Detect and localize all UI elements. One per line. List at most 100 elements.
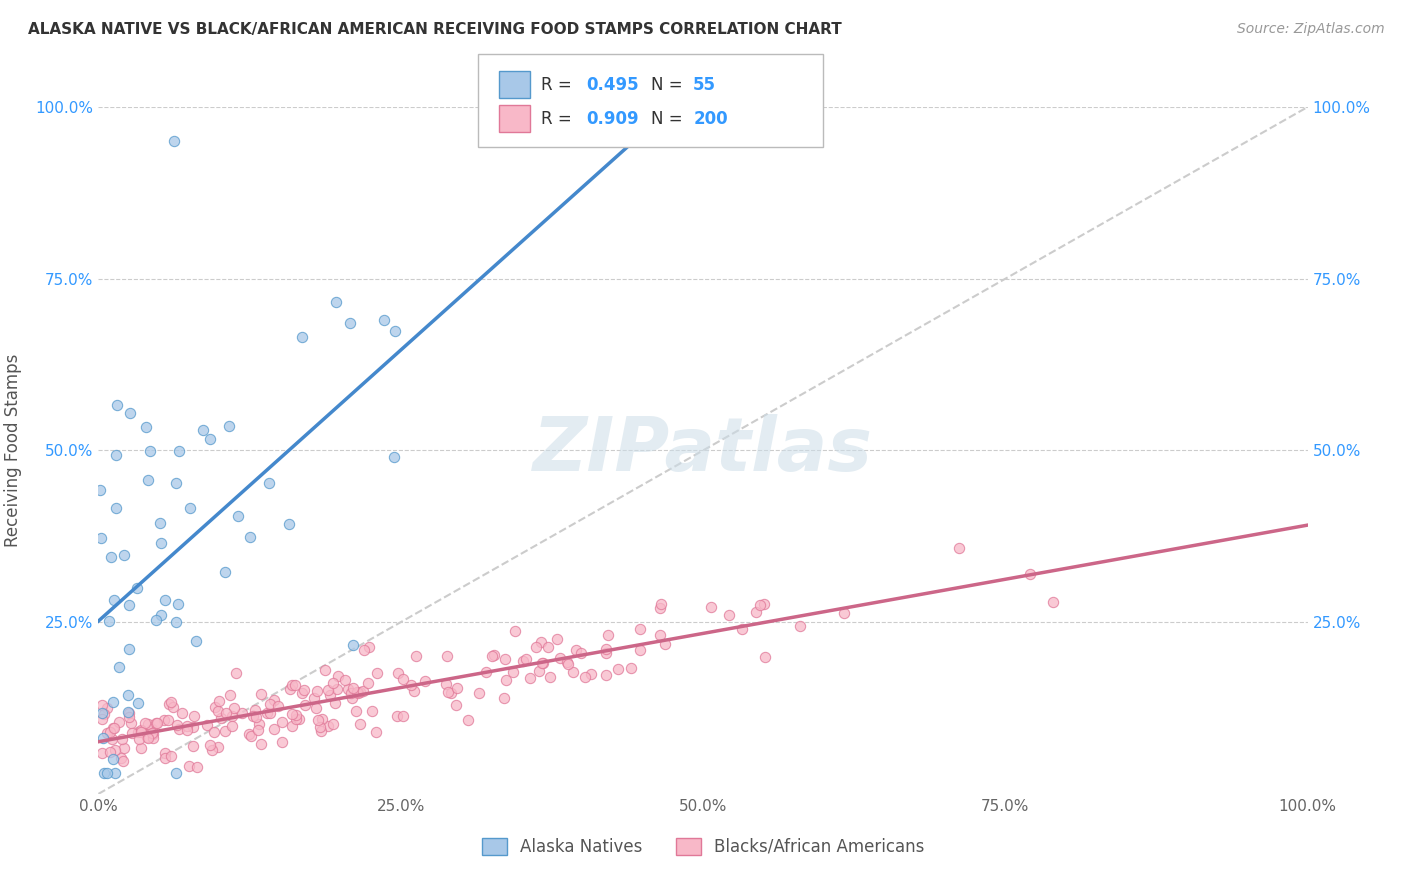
Point: [346, 685, 368, 699]
Point: [440, 686, 463, 700]
Point: [404, 684, 426, 698]
Point: [136, 473, 159, 487]
Point: [101, 695, 124, 709]
Point: [166, 597, 188, 611]
Point: [482, 648, 505, 663]
Point: [502, 665, 524, 679]
Point: [519, 671, 541, 685]
Point: [215, 706, 238, 721]
Point: [136, 717, 159, 731]
Point: [457, 713, 479, 727]
Point: [100, 550, 122, 565]
Point: [245, 710, 267, 724]
Point: [204, 700, 226, 714]
Point: [98, 614, 121, 628]
Point: [292, 682, 315, 697]
Point: [166, 717, 188, 731]
Point: [129, 724, 152, 739]
Point: [654, 637, 676, 651]
Point: [342, 691, 364, 706]
Text: N =: N =: [651, 110, 688, 128]
Point: [96, 766, 118, 780]
Point: [121, 726, 143, 740]
Point: [238, 726, 260, 740]
Text: Source: ZipAtlas.com: Source: ZipAtlas.com: [1237, 22, 1385, 37]
Point: [155, 751, 177, 765]
Point: [100, 724, 122, 739]
Point: [207, 739, 229, 754]
Point: [250, 687, 273, 701]
Point: [103, 721, 125, 735]
Point: [531, 656, 554, 670]
Point: [322, 716, 344, 731]
Point: [129, 723, 152, 737]
Point: [202, 725, 225, 739]
Point: [392, 709, 415, 723]
Point: [305, 684, 328, 698]
Point: [226, 508, 249, 523]
Point: [475, 665, 498, 680]
Point: [263, 722, 285, 736]
Point: [105, 399, 128, 413]
Point: [391, 672, 413, 686]
Point: [529, 635, 551, 649]
Point: [110, 751, 132, 765]
Point: [1042, 595, 1064, 609]
Point: [165, 615, 187, 629]
Point: [529, 664, 551, 678]
Point: [565, 643, 588, 657]
Text: R =: R =: [541, 110, 578, 128]
Point: [749, 598, 772, 612]
Point: [153, 713, 176, 727]
Point: [494, 651, 516, 665]
Point: [444, 698, 467, 713]
Point: [326, 682, 349, 697]
Point: [111, 754, 134, 768]
Point: [117, 706, 139, 720]
Point: [112, 740, 135, 755]
Point: [127, 725, 149, 739]
Point: [149, 536, 172, 550]
Point: [118, 642, 141, 657]
Point: [153, 746, 176, 760]
Point: [209, 711, 232, 725]
Point: [325, 295, 347, 310]
Point: [239, 530, 262, 544]
Point: [283, 678, 305, 692]
Point: [789, 619, 811, 633]
Point: [221, 709, 243, 723]
Point: [718, 608, 741, 623]
Point: [353, 642, 375, 657]
Point: [139, 443, 162, 458]
Point: [468, 686, 491, 700]
Point: [270, 715, 292, 730]
Point: [247, 717, 270, 731]
Point: [302, 691, 325, 706]
Point: [125, 581, 148, 595]
Point: [165, 766, 187, 780]
Point: [179, 500, 201, 515]
Point: [387, 709, 409, 723]
Point: [288, 712, 311, 726]
Point: [347, 686, 370, 700]
Point: [648, 601, 671, 615]
Point: [305, 701, 328, 715]
Point: [270, 734, 292, 748]
Point: [598, 628, 620, 642]
Point: [434, 677, 457, 691]
Point: [492, 690, 515, 705]
Point: [263, 693, 285, 707]
Point: [531, 656, 554, 670]
Point: [183, 709, 205, 723]
Point: [191, 423, 214, 437]
Point: [104, 766, 127, 780]
Point: [176, 723, 198, 738]
Point: [515, 651, 537, 665]
Point: [101, 752, 124, 766]
Point: [562, 665, 585, 679]
Point: [399, 678, 422, 692]
Point: [569, 646, 592, 660]
Text: 200: 200: [693, 110, 728, 128]
Point: [117, 688, 139, 702]
Point: [546, 632, 568, 647]
